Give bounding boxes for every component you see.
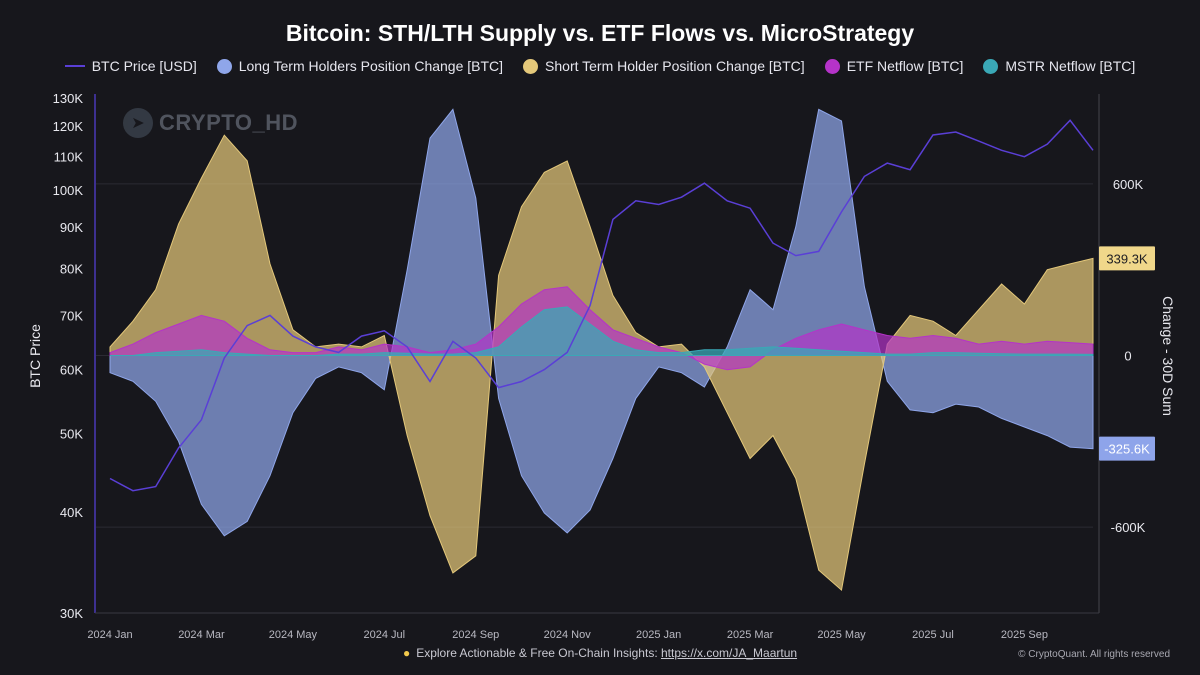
series-area-etf [109, 286, 1094, 371]
watermark-text: CRYPTO_HD [159, 110, 298, 135]
copyright: © CryptoQuant. All rights reserved [1018, 649, 1170, 660]
legend-item-sth[interactable]: Short Term Holder Position Change [BTC] [523, 58, 805, 74]
series-area-mstr [110, 306, 1094, 356]
series-area-sth [109, 134, 1094, 592]
price-line-layer [109, 119, 1094, 492]
y-left-tick-label: 90K [60, 220, 83, 235]
area-layer [109, 108, 1094, 592]
legend: BTC Price [USD] Long Term Holders Positi… [0, 58, 1200, 74]
legend-swatch-mstr [983, 58, 999, 74]
y-right-tick-label: -600K [1111, 520, 1146, 535]
y-left-tick-label: 40K [60, 505, 83, 520]
x-tick-label: 2025 Mar [727, 629, 774, 641]
legend-label-mstr: MSTR Netflow [BTC] [1005, 58, 1136, 74]
y-left-axis-title: BTC Price [27, 324, 43, 388]
x-tick-label: 2024 Jan [87, 629, 132, 641]
series-area-lth [109, 108, 1094, 537]
y-left-tick-label: 130K [53, 91, 84, 106]
x-tick-label: 2024 Mar [178, 629, 225, 641]
legend-item-lth[interactable]: Long Term Holders Position Change [BTC] [216, 58, 504, 74]
x-tick-label: 2025 Jan [636, 629, 681, 641]
watermark: ➤ CRYPTO_HD [123, 108, 298, 138]
y-right-tick-label: 600K [1113, 177, 1144, 192]
lightbulb-icon: ● [402, 646, 411, 660]
y-left-tick-label: 70K [60, 308, 83, 323]
chart-title: Bitcoin: STH/LTH Supply vs. ETF Flows vs… [285, 20, 915, 46]
y-left-tick-label: 60K [60, 363, 83, 378]
last-value-badge-lth [1099, 436, 1155, 461]
y-right-tick-label: 0 [1124, 349, 1131, 364]
y-left-tick-label: 80K [60, 262, 83, 277]
footer-text: Explore Actionable & Free On-Chain Insig… [416, 646, 661, 660]
y-left-tick-label: 120K [53, 119, 84, 134]
legend-item-price[interactable]: BTC Price [USD] [64, 58, 197, 74]
legend-label-lth: Long Term Holders Position Change [BTC] [238, 58, 504, 74]
legend-label-sth: Short Term Holder Position Change [BTC] [545, 58, 805, 74]
tick-label-layer: 30K 40K 50K 60K 70K 80K 90K 100K 110K 120K 130K 600… [27, 91, 1176, 641]
telegram-icon: ➤ [123, 108, 153, 138]
legend-swatch-sth [523, 58, 539, 74]
y-right-axis-title: Change - 30D Sum [1160, 296, 1176, 416]
y-left-tick-label: 100K [53, 183, 84, 198]
x-tick-label: 2024 Nov [544, 629, 592, 641]
legend-label-etf: ETF Netflow [BTC] [846, 58, 964, 74]
x-tick-label: 2025 Jul [912, 629, 954, 641]
x-tick-label: 2024 Sep [452, 629, 499, 641]
axis-layer [94, 94, 1100, 614]
footer-link[interactable]: https://x.com/JA_Maartun [660, 646, 798, 660]
legend-swatch-etf [824, 58, 840, 74]
legend-swatch-lth [216, 58, 232, 74]
footer: ● Explore Actionable & Free On-Chain Insi… [0, 646, 1200, 660]
last-value-label-sth: 339.3K [1106, 251, 1148, 266]
y-left-tick-label: 50K [60, 427, 83, 442]
x-tick-label: 2024 Jul [364, 629, 406, 641]
x-tick-label: 2025 May [817, 629, 866, 641]
legend-item-mstr[interactable]: MSTR Netflow [BTC] [983, 58, 1135, 74]
legend-label-price: BTC Price [USD] [91, 58, 197, 74]
legend-item-etf[interactable]: ETF Netflow [BTC] [824, 58, 964, 74]
last-value-badge-sth [1099, 246, 1155, 271]
y-left-tick-label: 30K [60, 606, 83, 621]
series-line-price [109, 119, 1094, 492]
x-tick-label: 2024 May [269, 629, 318, 641]
legend-swatch-price [64, 65, 85, 67]
last-value-label-lth: -325.6K [1104, 442, 1150, 457]
y-left-tick-label: 110K [54, 150, 84, 165]
x-tick-label: 2025 Sep [1001, 629, 1048, 641]
